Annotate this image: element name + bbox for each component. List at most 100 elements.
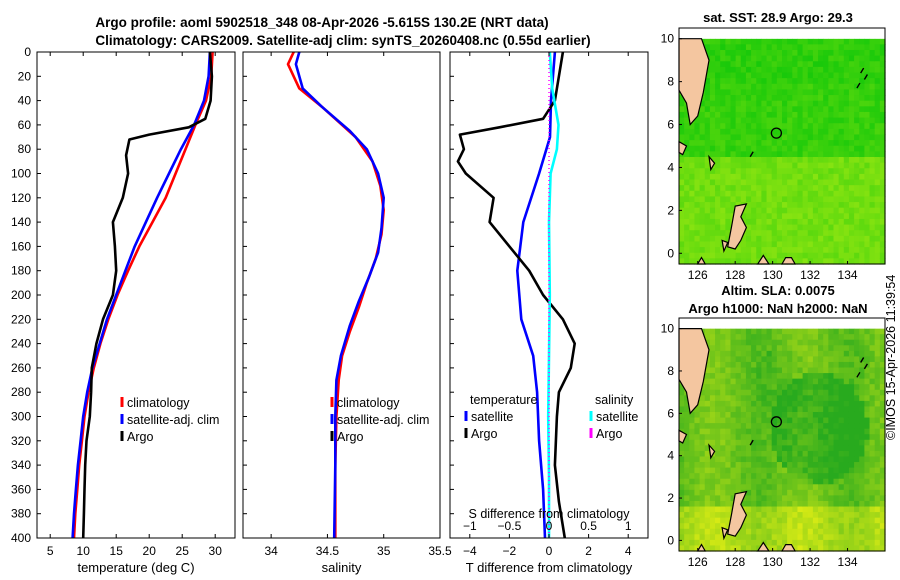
sst-map-cell [720, 196, 726, 203]
sst-map-cell [679, 247, 685, 254]
sla-map-cell [751, 500, 757, 508]
sla-map-cell [766, 489, 773, 496]
sst-map-cell [679, 190, 685, 198]
sst-map-cell [807, 61, 814, 68]
sla-map-cell [694, 534, 701, 541]
sst-map-cell [735, 123, 742, 130]
sst-map-cell [787, 61, 793, 68]
sst-map-cell [776, 78, 783, 85]
sla-map-cell [838, 456, 845, 463]
sst-map-cell [874, 157, 881, 164]
sst-map-land [678, 38, 710, 126]
sst-map-cell [766, 55, 773, 62]
sst-map-cell [730, 190, 737, 198]
salinity-xtick-label: 35 [377, 544, 391, 558]
sst-map-cell [843, 100, 850, 107]
sla-map-cell [792, 411, 799, 419]
sst-map-cell [823, 117, 829, 124]
sla-map-cell [818, 356, 824, 363]
sst-map-cell [761, 128, 768, 136]
sla-map-cell [869, 534, 876, 541]
sla-map-cell [709, 423, 716, 430]
sla-map-cell [761, 389, 768, 396]
sla-map-cell [792, 361, 799, 369]
sla-map-cell [699, 445, 706, 452]
sla-map-cell [699, 506, 706, 513]
sla-map-cell [823, 534, 829, 541]
sst-map-cell [776, 38, 783, 45]
sla-map-cell [699, 450, 706, 458]
sst-map-cell [776, 66, 783, 74]
sst-map-cell [838, 128, 845, 136]
sst-map-cell [843, 134, 850, 141]
sst-map-cell [771, 196, 778, 203]
sla-map-cell [679, 400, 685, 408]
sla-map-cell [864, 539, 871, 547]
sla-map-cell [782, 456, 788, 463]
sla-map-cell [833, 417, 840, 424]
sla-map-cell [869, 473, 876, 480]
sst-map-cell [756, 202, 762, 209]
sst-map-cell [761, 151, 768, 158]
sst-map-cell [869, 145, 876, 152]
sst-map-cell [740, 83, 747, 91]
sla-map-cell [848, 373, 855, 380]
sst-map-cell [766, 218, 773, 226]
sst-map-cell [699, 140, 706, 147]
sst-map-cell [869, 106, 876, 113]
sla-map-cell [720, 439, 726, 446]
sst-map-cell [684, 151, 690, 158]
sla-map-cell [818, 367, 824, 374]
sla-map-cell [874, 506, 881, 513]
sla-map-cell [792, 489, 799, 496]
sla-map-cell [715, 334, 721, 341]
sst-map-cell [828, 72, 835, 79]
sla-map-cell [766, 517, 773, 524]
sst-map-cell [792, 72, 799, 79]
sla-map-cell [843, 473, 850, 480]
sst-map-cell [704, 162, 711, 169]
sst-map-cell [843, 190, 850, 198]
sla-map-cell [838, 528, 845, 535]
sla-map-cell [699, 395, 706, 402]
sst-map-cell [869, 235, 876, 243]
sla-map-cell [709, 428, 716, 435]
sst-map-cell [818, 247, 824, 254]
sst-map-land [708, 154, 716, 172]
sst-map-cell [782, 83, 788, 91]
sla-map-cell [679, 406, 685, 413]
sla-map-cell [735, 334, 742, 341]
sla-map-cell [715, 467, 721, 474]
sst-map-cell [771, 106, 778, 113]
sst-map-cell [745, 100, 752, 107]
sst-map-cell [879, 49, 886, 57]
sla-map-cell [864, 400, 871, 408]
sst-map-cell [792, 111, 799, 119]
sla-map-cell [730, 450, 737, 458]
sst-map-cell [730, 95, 737, 102]
sla-map-cell [766, 334, 773, 341]
sla-map-cell [812, 434, 819, 441]
sla-map-cell [802, 462, 809, 469]
sla-map-cell [797, 534, 804, 541]
sla-map-cell [807, 467, 814, 474]
sst-map-cell [823, 44, 829, 51]
sla-map-cell [761, 328, 768, 335]
sst-map-cell [679, 123, 685, 130]
sst-map-cell [730, 173, 737, 181]
sst-map-cell [807, 134, 814, 141]
sst-map-cell [787, 157, 793, 164]
sst-map-cell [859, 258, 865, 265]
sst-map-cell [751, 162, 757, 169]
sst-map-cell [699, 230, 706, 237]
sst-map-cell [720, 106, 726, 113]
sst-map-cell [854, 78, 860, 85]
sla-map-cell [797, 384, 804, 391]
sla-map-cell [776, 517, 783, 524]
sla-map-cell [782, 467, 788, 474]
sla-map-cell [797, 517, 804, 524]
sst-map-cell [843, 72, 850, 79]
sla-map-cell [715, 395, 721, 402]
sla-map-cell [854, 411, 860, 419]
sla-map-cell [828, 539, 835, 547]
